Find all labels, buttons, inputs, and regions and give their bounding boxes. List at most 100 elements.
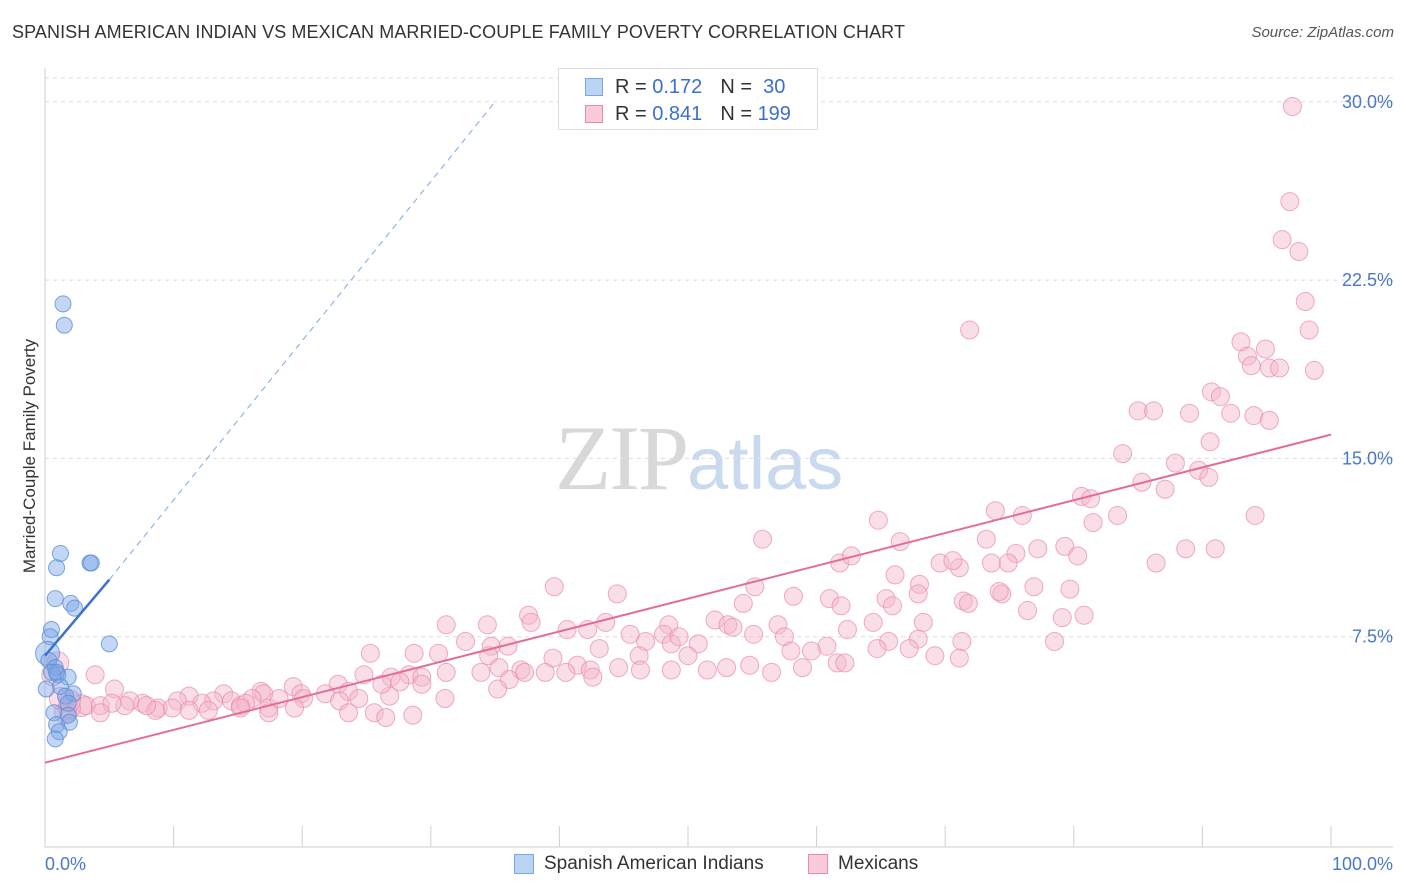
mexicans-point xyxy=(1081,489,1101,509)
spanish-american-indians-point xyxy=(100,635,118,653)
mexicans-point xyxy=(1108,505,1128,525)
mexicans-point xyxy=(456,631,476,651)
mexicans-point xyxy=(882,596,902,616)
mexicans-point xyxy=(985,501,1005,521)
mexicans-point xyxy=(669,627,689,647)
mexicans-point xyxy=(774,627,794,647)
mexicans-point xyxy=(781,641,801,661)
mexicans-point xyxy=(1146,553,1166,573)
spanish-american-indians-point xyxy=(48,559,66,577)
watermark: ZIPatlas xyxy=(555,405,843,511)
mexicans-point xyxy=(661,660,681,680)
y-tick-label: 30.0% xyxy=(1342,92,1393,112)
mexicans-point xyxy=(515,662,535,682)
mexicans-point xyxy=(879,631,899,651)
mexicans-point xyxy=(1028,539,1048,559)
spanish-american-indians-point xyxy=(59,694,77,712)
spanish-american-indians-trend-extension xyxy=(108,101,496,580)
mexicans-point xyxy=(654,624,674,644)
mexicans-point xyxy=(1272,230,1292,250)
spanish-american-indians-trend-line xyxy=(44,578,111,657)
mexicans-point xyxy=(1176,539,1196,559)
mexicans-point xyxy=(57,696,81,720)
bottom-legend-spanish-american-indians: Spanish American Indians xyxy=(514,851,764,877)
bottom-legend-label: Mexicans xyxy=(838,853,919,874)
mexicans-point xyxy=(989,582,1009,602)
mexicans-point xyxy=(349,689,369,709)
mexicans-point xyxy=(1282,97,1302,117)
mexicans-point xyxy=(1244,406,1264,426)
mexicans-point xyxy=(1060,579,1080,599)
mexicans-point xyxy=(718,615,738,635)
mexicans-point xyxy=(705,610,725,630)
y-tick-label: 22.5% xyxy=(1342,270,1393,290)
mexicans-point xyxy=(364,703,384,723)
mexicans-point xyxy=(338,703,358,723)
mexicans-point xyxy=(535,662,555,682)
x-tick-label: 100.0% xyxy=(1332,854,1393,874)
mexicans-point xyxy=(583,667,603,687)
mexicans-point xyxy=(360,643,380,663)
mexicans-point xyxy=(1270,358,1290,378)
mexicans-point xyxy=(254,684,274,704)
mexicans-point xyxy=(909,574,929,594)
mexicans-point xyxy=(1241,356,1261,376)
bottom-legend-label: Spanish American Indians xyxy=(544,853,764,874)
mexicans-point xyxy=(960,320,980,340)
y-tick-label: 7.5% xyxy=(1352,627,1393,647)
mexicans-point xyxy=(953,591,973,611)
mexicans-point xyxy=(976,529,996,549)
spanish-american-indians-point xyxy=(51,544,69,562)
mexicans-point xyxy=(943,551,963,571)
mexicans-point xyxy=(629,646,649,666)
mexicans-point xyxy=(609,658,629,678)
mexicans-point xyxy=(717,658,737,678)
mexicans-point xyxy=(1113,444,1133,464)
spanish-american-indians-point xyxy=(42,621,60,639)
mexicans-point xyxy=(596,612,616,632)
mexicans-point xyxy=(744,624,764,644)
mexicans-point xyxy=(1289,242,1309,262)
mexicans-point xyxy=(1304,360,1324,380)
stats-legend: R = 0.172 N = 30 R = 0.841 N = 199 xyxy=(558,68,818,130)
mexicans-point xyxy=(1144,401,1164,421)
mexicans-point xyxy=(1055,536,1075,556)
mexicans-point xyxy=(678,646,698,666)
mexicans-point xyxy=(412,667,432,687)
legend-r-value: 0.841 xyxy=(652,102,703,125)
mexicans-point xyxy=(762,662,782,682)
mexicans-point xyxy=(630,660,650,680)
mexicans-point xyxy=(1068,546,1088,566)
mexicans-point xyxy=(477,615,497,635)
mexicans-point xyxy=(723,617,743,637)
mexicans-point xyxy=(519,605,539,625)
mexicans-point xyxy=(90,703,110,723)
mexicans-point xyxy=(768,615,788,635)
bottom-legend-swatch-pink xyxy=(808,854,828,874)
spanish-american-indians-point xyxy=(55,316,73,334)
legend-swatch-blue xyxy=(585,78,603,96)
mexicans-point xyxy=(521,612,541,632)
mexicans-point xyxy=(1128,401,1148,421)
mexicans-point xyxy=(899,639,919,659)
mexicans-point xyxy=(404,643,424,663)
spanish-american-indians-point xyxy=(46,730,64,748)
y-tick-label: 15.0% xyxy=(1342,448,1393,468)
mexicans-point xyxy=(198,700,218,720)
mexicans-point xyxy=(908,584,928,604)
mexicans-trend-line xyxy=(44,433,1332,764)
mexicans-point xyxy=(269,689,289,709)
mexicans-point xyxy=(90,696,110,716)
x-tick-label: 0.0% xyxy=(45,854,86,874)
mexicans-point xyxy=(1231,332,1251,352)
mexicans-point xyxy=(740,655,760,675)
mexicans-point xyxy=(819,589,839,609)
mexicans-point xyxy=(1074,605,1094,625)
mexicans-point xyxy=(925,646,945,666)
source-label: Source: ZipAtlas.com xyxy=(1251,24,1394,41)
mexicans-point xyxy=(1221,403,1241,423)
spanish-american-indians-point xyxy=(59,706,77,724)
mexicans-point xyxy=(179,700,199,720)
mexicans-point xyxy=(837,620,857,640)
